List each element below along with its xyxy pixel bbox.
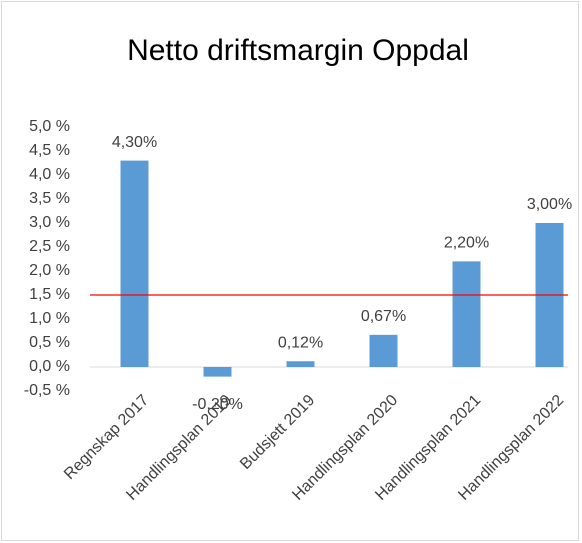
- value-label: 2,20%: [444, 235, 489, 252]
- y-tick-label: 1,0 %: [29, 310, 70, 327]
- value-label: 3,00%: [527, 196, 572, 213]
- bar: [452, 261, 481, 367]
- bar: [286, 361, 315, 367]
- y-tick-label: 1,5 %: [29, 286, 70, 303]
- y-tick-label: 4,0 %: [29, 166, 70, 183]
- chart-title: Netto driftsmargin Oppdal: [127, 34, 469, 67]
- value-label: 0,12%: [278, 334, 323, 351]
- bar: [369, 334, 398, 367]
- y-tick-label: 3,5 %: [29, 190, 70, 207]
- y-tick-label: 4,5 %: [29, 142, 70, 159]
- bar: [203, 367, 232, 377]
- y-tick-label: 5,0 %: [29, 118, 70, 135]
- y-tick-label: 2,0 %: [29, 262, 70, 279]
- value-label: -0,20%: [192, 396, 243, 413]
- value-label: 0,67%: [361, 308, 406, 325]
- y-tick-label: 2,5 %: [29, 238, 70, 255]
- value-label: 4,30%: [112, 134, 157, 151]
- y-tick-label: 0,5 %: [29, 334, 70, 351]
- bar: [120, 160, 149, 367]
- y-tick-label: 0,0 %: [29, 358, 70, 375]
- y-tick-label: -0,5 %: [24, 382, 70, 399]
- y-tick-label: 3,0 %: [29, 214, 70, 231]
